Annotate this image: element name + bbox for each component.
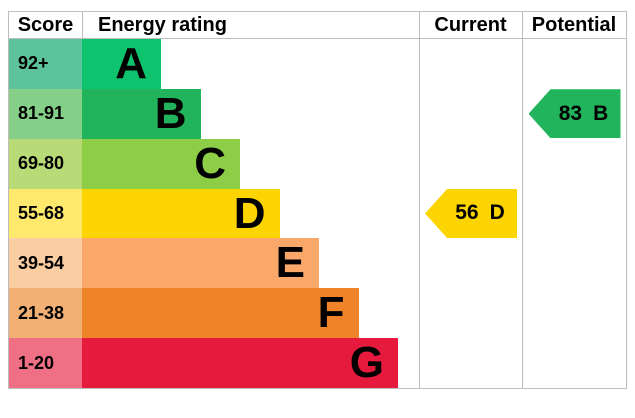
potential-rating-arrow: 83 B <box>528 89 621 139</box>
band-row: 55-68 D <box>9 188 626 239</box>
band-bar: E <box>82 238 319 289</box>
band-score-range: 81-91 <box>9 88 82 139</box>
rating-bands: 92+ A 81-91 B 69-80 C 55-68 D 39-54 E 21… <box>9 39 626 389</box>
chart-frame: Score Energy rating Current Potential 92… <box>8 11 627 389</box>
band-row: 39-54 E <box>9 238 626 289</box>
band-letter: C <box>194 138 226 188</box>
potential-score-value: 83 <box>558 101 583 125</box>
band-letter: B <box>154 88 187 138</box>
header-row: Score Energy rating Current Potential <box>9 12 626 39</box>
band-letter: G <box>349 338 384 388</box>
potential-column-divider <box>522 12 523 388</box>
energy-rating-column-header: Energy rating <box>98 14 227 36</box>
band-letter: F <box>317 288 345 338</box>
band-bar: G <box>82 338 398 389</box>
current-rating-slot: 56 D <box>420 188 522 239</box>
band-bar: A <box>82 39 161 89</box>
band-letter: E <box>275 238 305 288</box>
current-rating-letter: D <box>489 201 505 225</box>
band-letter: A <box>115 38 147 88</box>
potential-rating-slot: 83 B <box>523 89 626 139</box>
band-bar: F <box>82 288 359 339</box>
band-row: 1-20 G <box>9 338 626 389</box>
score-column-header: Score <box>17 14 74 36</box>
potential-rating-letter: B <box>593 101 609 125</box>
band-score-range: 55-68 <box>9 188 82 239</box>
band-row: 21-38 F <box>9 288 626 339</box>
current-column-divider <box>419 12 420 388</box>
current-column-header: Current <box>434 14 507 36</box>
band-letter: D <box>233 188 266 238</box>
band-row: 92+ A <box>9 39 626 89</box>
band-score-range: 92+ <box>9 39 82 89</box>
band-score-range: 1-20 <box>9 338 82 389</box>
band-bar: C <box>82 138 240 189</box>
band-row: 81-91 B <box>9 88 626 139</box>
potential-column-header: Potential <box>531 14 617 36</box>
current-score-value: 56 <box>455 201 479 225</box>
band-bar: B <box>82 88 201 139</box>
score-header-divider <box>82 12 83 38</box>
band-score-range: 21-38 <box>9 288 82 339</box>
band-score-range: 69-80 <box>9 138 82 189</box>
band-bar: D <box>82 188 280 239</box>
band-row: 69-80 C <box>9 138 626 189</box>
band-score-range: 39-54 <box>9 238 82 289</box>
current-rating-arrow: 56 D <box>425 188 517 238</box>
